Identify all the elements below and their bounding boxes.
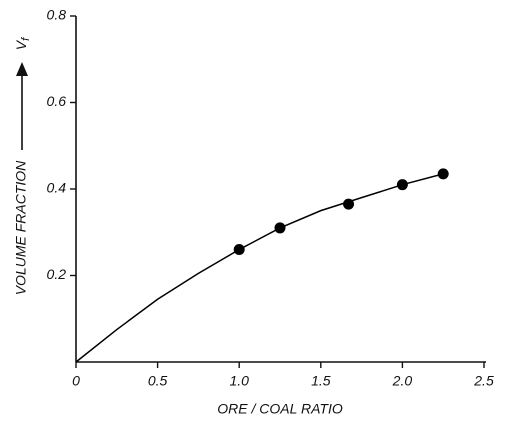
y-tick-label: 0.8 [47, 7, 67, 23]
data-point [233, 244, 245, 256]
fitted-curve [75, 173, 444, 363]
data-point [396, 179, 408, 191]
x-tick-label: 0 [72, 373, 80, 389]
arrow-head [16, 62, 28, 76]
y-tick-label: 0.6 [47, 93, 67, 109]
y-tick-label: 0.4 [47, 180, 67, 196]
x-tick-label: 0.5 [148, 373, 168, 389]
x-tick-label: 2.0 [392, 373, 413, 389]
symbol: V [13, 39, 29, 50]
y-axis-label: VOLUME FRACTION [13, 160, 29, 295]
x-tick-label: 1.0 [229, 373, 249, 389]
data-point [274, 222, 286, 234]
data-point [343, 198, 355, 210]
y-tick-label: 0.2 [47, 266, 67, 282]
symbol-sub: f [20, 37, 32, 41]
x-axis-label: ORE / COAL RATIO [217, 401, 343, 417]
y-symbol: Vf [13, 37, 32, 50]
x-tick-label: 1.5 [311, 373, 331, 389]
data-point [437, 168, 449, 180]
x-tick-label: 2.5 [473, 373, 494, 389]
